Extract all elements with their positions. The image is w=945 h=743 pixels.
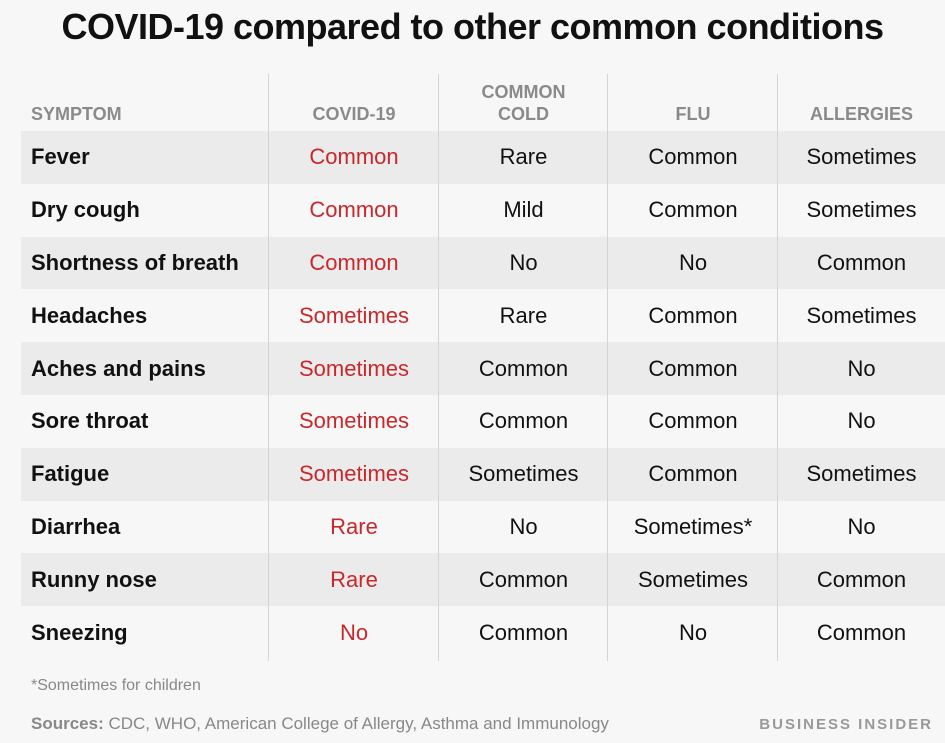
- column-divider: [438, 74, 439, 661]
- cell-flu: Common: [648, 302, 738, 328]
- cell-flu: No: [678, 619, 708, 645]
- cell-cold: Common: [478, 619, 569, 645]
- cell-allergies: No: [847, 408, 876, 434]
- column-header-symptom: SYMPTOM: [31, 104, 122, 124]
- cell-covid: Sometimes: [298, 461, 410, 487]
- cell-covid: Common: [309, 249, 399, 275]
- table-header: SYMPTOM COVID-19 COMMON COLD FLU ALLERGIES: [21, 74, 945, 131]
- table-row: Headaches Sometimes Rare Common Sometimes: [21, 289, 945, 342]
- cell-symptom: Fatigue: [31, 461, 110, 487]
- cell-covid: Sometimes: [298, 302, 410, 328]
- sources-label: Sources:: [31, 714, 104, 733]
- comparison-table: SYMPTOM COVID-19 COMMON COLD FLU ALLERGIES Fe…: [21, 74, 945, 659]
- cell-covid: Sometimes: [298, 408, 410, 434]
- cell-flu: Common: [648, 197, 738, 223]
- cell-flu: Sometimes*: [633, 513, 753, 539]
- sources-text: CDC, WHO, American College of Allergy, A…: [103, 714, 609, 733]
- cell-cold: Common: [478, 566, 569, 592]
- cell-cold: Sometimes: [468, 461, 579, 487]
- cell-allergies: Common: [816, 619, 907, 645]
- cell-symptom: Shortness of breath: [31, 249, 239, 275]
- cell-allergies: Sometimes: [806, 461, 917, 487]
- cell-allergies: No: [847, 355, 876, 381]
- cell-flu: Common: [648, 461, 738, 487]
- table-row: Runny nose Rare Common Sometimes Common: [21, 553, 945, 607]
- cell-symptom: Fever: [31, 144, 90, 170]
- cell-allergies: Common: [816, 249, 907, 275]
- cell-allergies: Sometimes: [806, 144, 917, 170]
- footnote: *Sometimes for children: [31, 677, 201, 694]
- cell-cold: Rare: [499, 302, 548, 328]
- table-row: Diarrhea Rare No Sometimes* No: [21, 501, 945, 554]
- cell-cold: Rare: [499, 144, 548, 170]
- column-header-covid: COVID-19: [312, 104, 396, 124]
- cell-allergies: Sometimes: [806, 197, 917, 223]
- cell-symptom: Sneezing: [31, 619, 128, 645]
- cell-covid: Common: [309, 144, 399, 170]
- cell-symptom: Diarrhea: [31, 513, 121, 539]
- column-header-flu: FLU: [675, 104, 711, 124]
- column-header-allergies: ALLERGIES: [809, 104, 913, 124]
- cell-covid: Sometimes: [298, 355, 410, 381]
- column-header-cold: COMMON COLD: [481, 82, 566, 124]
- cell-cold: No: [509, 249, 538, 275]
- cell-symptom: Dry cough: [31, 197, 140, 223]
- table-row: Dry cough Common Mild Common Sometimes: [21, 184, 945, 237]
- cell-covid: Rare: [330, 566, 378, 592]
- cell-allergies: No: [847, 513, 876, 539]
- sources-line: Sources: CDC, WHO, American College of A…: [31, 714, 609, 734]
- cell-symptom: Runny nose: [31, 566, 157, 592]
- table-row: Sneezing No Common No Common: [21, 606, 945, 659]
- cell-covid: Rare: [330, 513, 378, 539]
- cell-cold: Common: [478, 355, 569, 381]
- cell-symptom: Aches and pains: [31, 355, 206, 381]
- table-row: Fever Common Rare Common Sometimes: [21, 131, 945, 184]
- cell-allergies: Sometimes: [806, 302, 917, 328]
- cell-cold: Common: [478, 408, 569, 434]
- table-row: Aches and pains Sometimes Common Common No: [21, 342, 945, 395]
- cell-flu: Common: [648, 355, 738, 381]
- cell-flu: Sometimes: [637, 566, 749, 592]
- cell-covid: No: [339, 619, 369, 645]
- column-divider: [607, 74, 608, 661]
- cell-flu: Common: [648, 144, 738, 170]
- cell-flu: No: [678, 249, 708, 275]
- cell-cold: Mild: [503, 197, 544, 223]
- cell-cold: No: [509, 513, 538, 539]
- table-body: Fever Common Rare Common Sometimes Dry cough C…: [21, 131, 945, 659]
- cell-covid: Common: [309, 197, 399, 223]
- cell-allergies: Common: [816, 566, 907, 592]
- table-row: Fatigue Sometimes Sometimes Common Sometimes: [21, 447, 945, 501]
- brand-logo: BUSINESS INSIDER: [759, 716, 933, 733]
- cell-flu: Common: [648, 408, 738, 434]
- chart-title: COVID-19 compared to other common condit…: [61, 6, 884, 47]
- cell-symptom: Headaches: [31, 302, 148, 328]
- column-divider: [268, 74, 269, 661]
- table-row: Shortness of breath Common No No Common: [21, 236, 945, 290]
- column-divider: [777, 74, 778, 661]
- table-row: Sore throat Sometimes Common Common No: [21, 395, 945, 448]
- cell-symptom: Sore throat: [31, 408, 149, 434]
